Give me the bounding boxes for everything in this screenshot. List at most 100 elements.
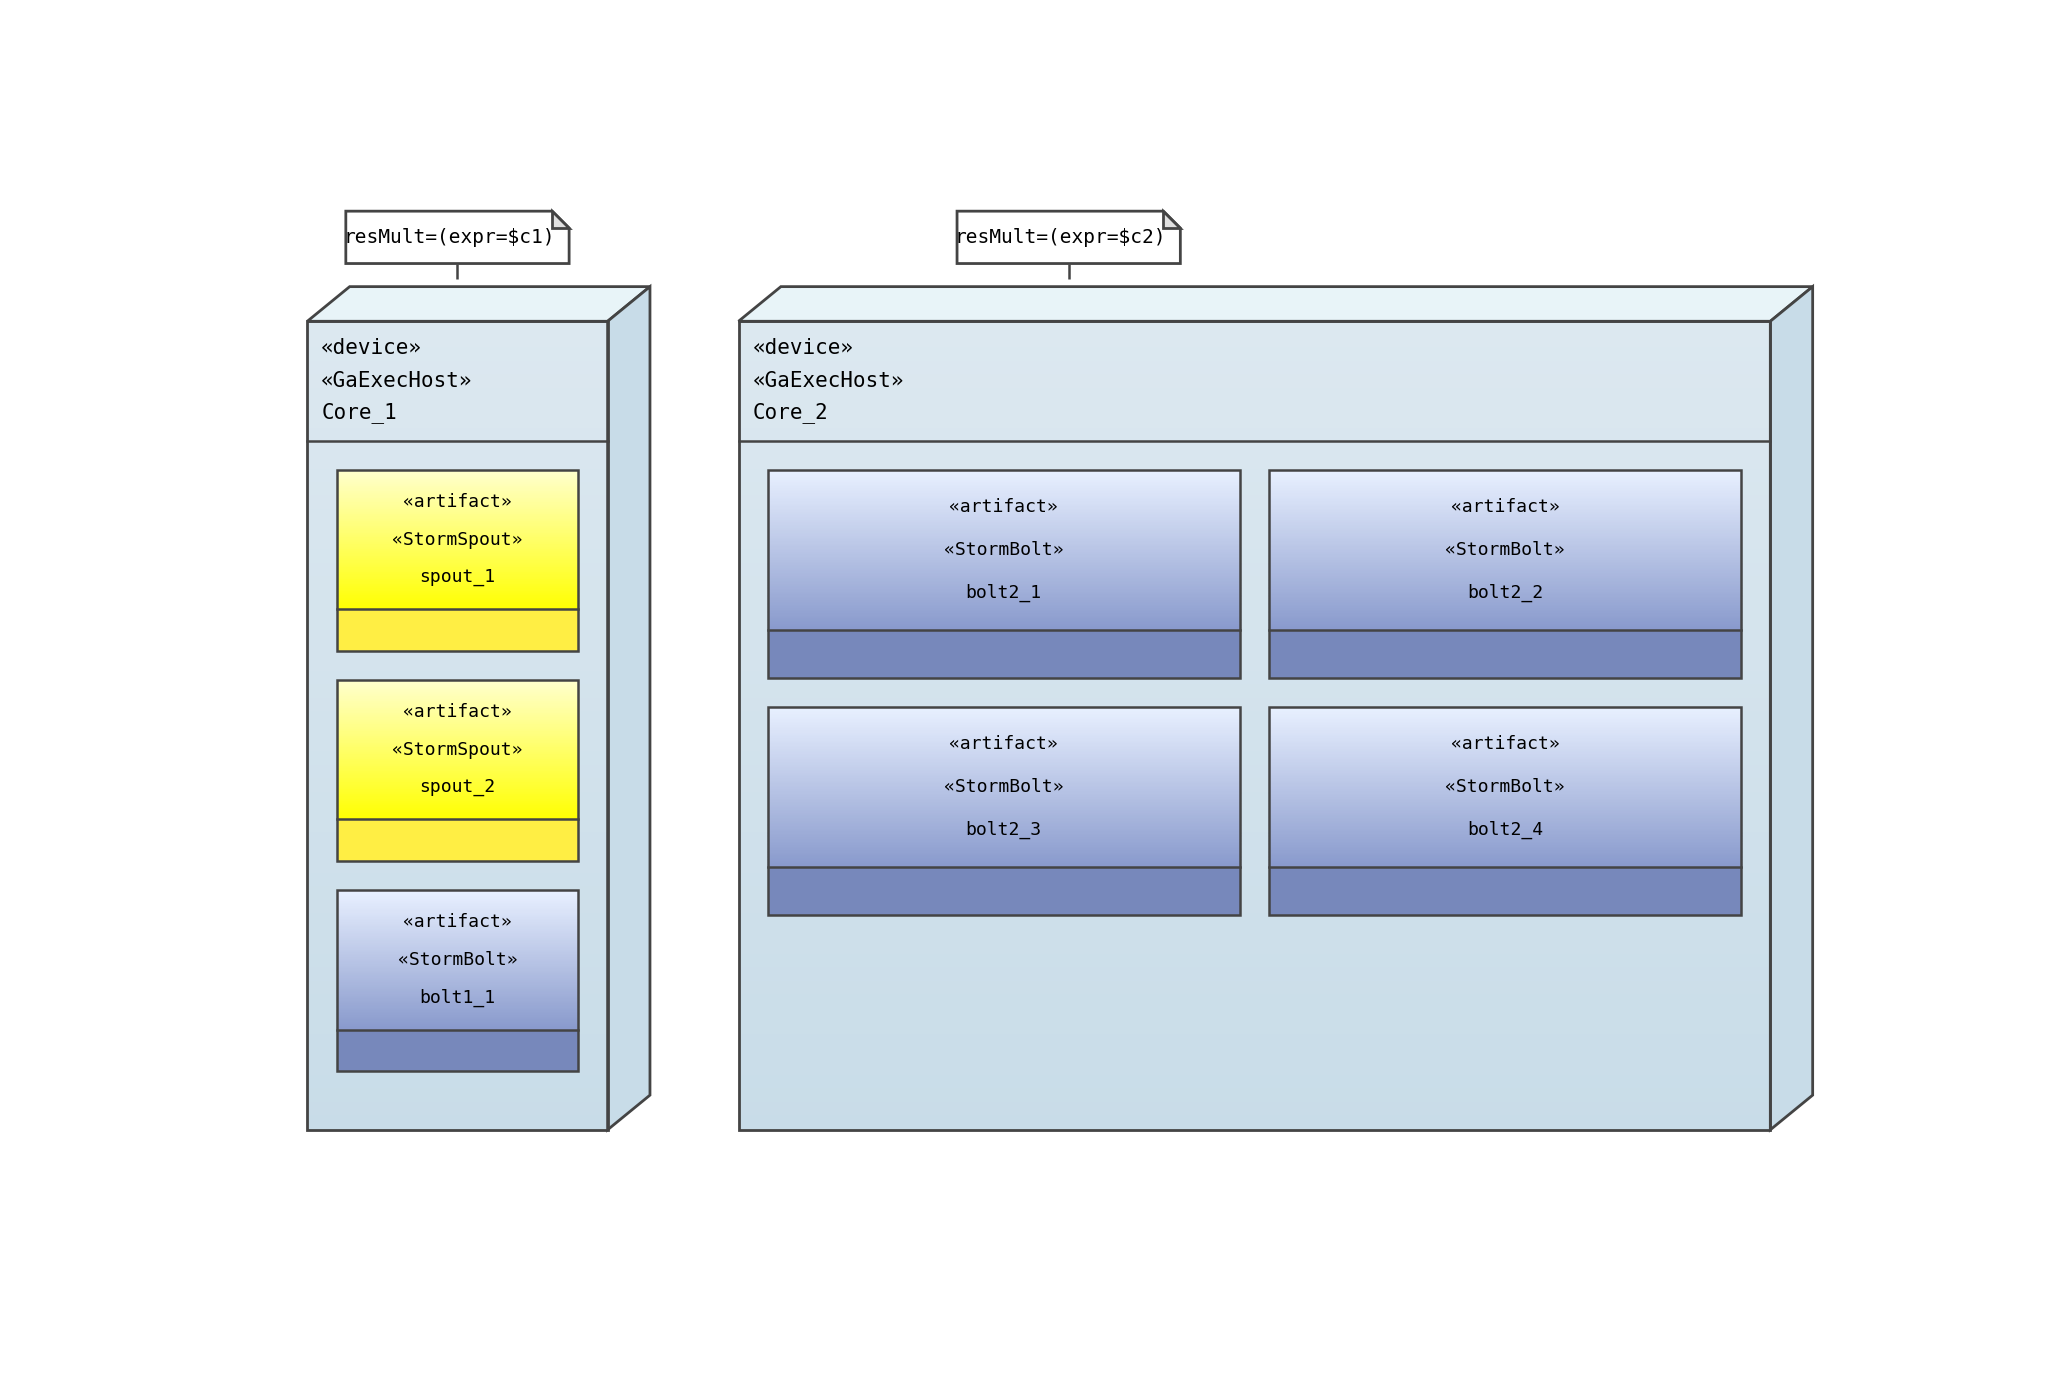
Bar (1270, 601, 1741, 604)
Bar (307, 1089, 608, 1103)
Bar (307, 604, 608, 618)
Bar (307, 927, 608, 941)
Bar (336, 509, 578, 512)
Bar (1270, 782, 1741, 785)
Bar (768, 487, 1239, 489)
Bar (768, 753, 1239, 756)
Bar (307, 563, 608, 577)
Bar (768, 552, 1239, 556)
Bar (336, 718, 578, 719)
Bar (1270, 539, 1741, 542)
Bar (336, 533, 578, 535)
Bar (336, 754, 578, 757)
Bar (768, 630, 1239, 677)
Bar (307, 725, 608, 739)
Bar (768, 771, 1239, 774)
Bar (336, 747, 578, 750)
Bar (768, 707, 1239, 914)
Bar (768, 539, 1239, 542)
Bar (768, 750, 1239, 753)
Bar (1270, 513, 1741, 516)
Bar (1270, 630, 1741, 677)
Bar (1270, 853, 1741, 857)
Bar (768, 545, 1239, 548)
Bar (336, 771, 578, 774)
Bar (336, 774, 578, 775)
Bar (768, 846, 1239, 849)
Bar (1270, 835, 1741, 838)
Bar (336, 760, 578, 761)
Bar (307, 523, 608, 537)
Bar (336, 565, 578, 567)
Bar (307, 1036, 608, 1050)
Bar (1270, 487, 1741, 489)
Bar (336, 477, 578, 480)
Bar (307, 765, 608, 779)
Bar (1270, 572, 1741, 574)
Bar (768, 627, 1239, 630)
Bar (739, 725, 1769, 739)
Bar (307, 820, 608, 834)
Bar (307, 577, 608, 591)
Bar (768, 744, 1239, 747)
Bar (1270, 484, 1741, 487)
Bar (307, 510, 608, 524)
Text: resMult=(expr=$c2): resMult=(expr=$c2) (954, 227, 1165, 247)
Bar (336, 591, 578, 594)
Bar (1270, 776, 1741, 779)
Bar (336, 698, 578, 701)
Bar (336, 544, 578, 546)
Bar (739, 1062, 1769, 1076)
Bar (739, 914, 1769, 928)
Bar (739, 779, 1769, 793)
Bar (739, 496, 1769, 510)
Bar (768, 523, 1239, 527)
Bar (768, 820, 1239, 822)
Bar (1270, 531, 1741, 534)
Bar (336, 986, 578, 988)
Bar (768, 803, 1239, 806)
Bar (336, 920, 578, 923)
Bar (336, 947, 578, 949)
Bar (739, 765, 1769, 779)
Bar (739, 456, 1769, 470)
Polygon shape (1769, 287, 1812, 1129)
Bar (336, 757, 578, 760)
Bar (307, 429, 608, 443)
Bar (1270, 520, 1741, 524)
Bar (739, 389, 1769, 403)
Bar (1270, 744, 1741, 747)
Bar (336, 899, 578, 902)
Bar (336, 609, 578, 651)
Bar (768, 795, 1239, 799)
Bar (768, 779, 1239, 782)
Bar (336, 588, 578, 591)
Bar (307, 887, 608, 901)
Bar (1270, 526, 1741, 528)
Bar (768, 580, 1239, 583)
Bar (768, 470, 1239, 473)
Bar (1270, 841, 1741, 843)
Bar (336, 997, 578, 999)
Bar (307, 712, 608, 726)
Bar (336, 962, 578, 965)
Bar (739, 510, 1769, 524)
Bar (307, 348, 608, 362)
Bar (1270, 566, 1741, 569)
Bar (768, 756, 1239, 758)
Bar (1270, 758, 1741, 761)
Bar (336, 1020, 578, 1023)
Bar (739, 901, 1769, 914)
Bar (1270, 827, 1741, 831)
Bar (768, 817, 1239, 820)
Bar (307, 1103, 608, 1117)
Bar (768, 478, 1239, 481)
Bar (1270, 516, 1741, 519)
Text: Core_2: Core_2 (752, 403, 827, 424)
Bar (336, 979, 578, 981)
Bar (336, 606, 578, 609)
Bar (768, 853, 1239, 857)
Bar (1270, 475, 1741, 478)
Bar (768, 785, 1239, 788)
Bar (1270, 499, 1741, 502)
